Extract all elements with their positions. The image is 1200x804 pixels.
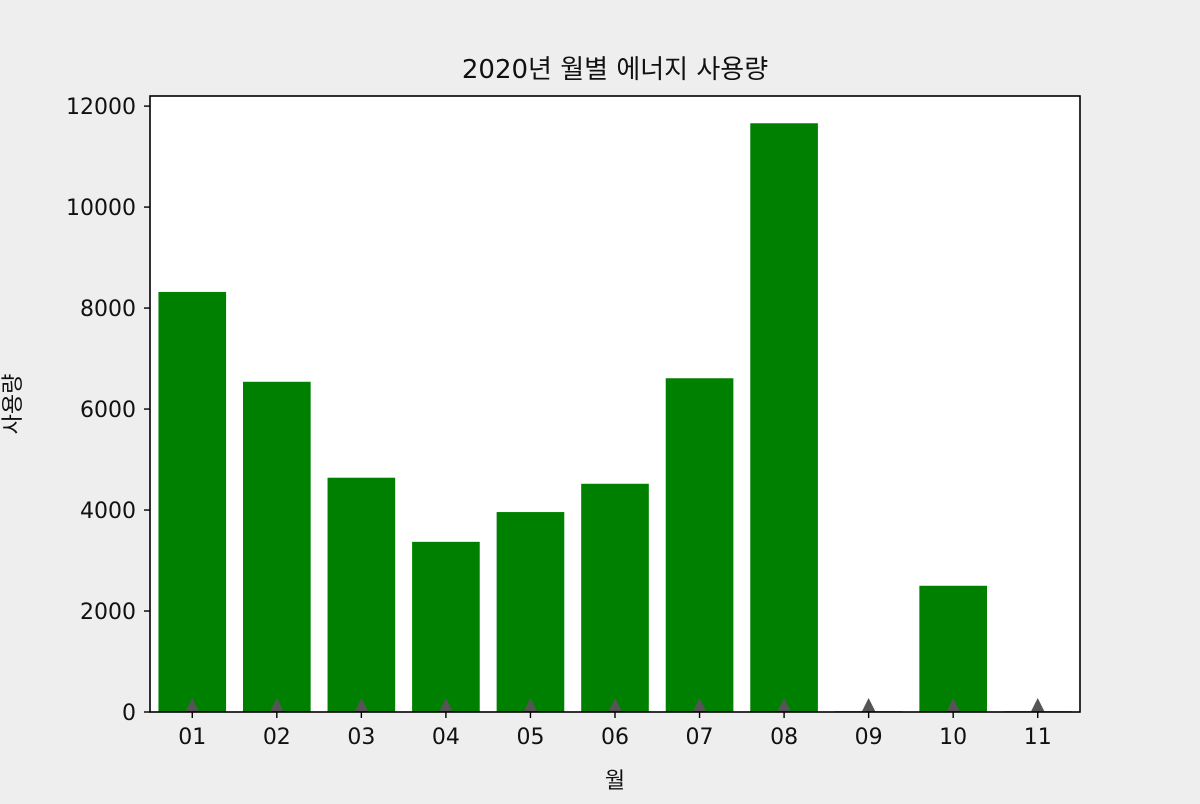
bar-marker-06 — [608, 698, 622, 712]
x-tick-label-11: 11 — [1024, 725, 1052, 750]
bar-marker-09 — [861, 698, 876, 712]
chart-title: 2020년 월별 에너지 사용량 — [462, 55, 768, 85]
x-tick-label-03: 03 — [347, 725, 375, 750]
y-axis-title: 사용량 — [1, 374, 26, 435]
y-tick-label-6000: 6000 — [80, 398, 136, 423]
bar-marker-10 — [946, 698, 961, 712]
x-tick-label-10: 10 — [939, 725, 967, 750]
x-tick-label-07: 07 — [686, 725, 714, 750]
bar-06 — [581, 483, 649, 712]
y-axis: 0 2000 4000 6000 8000 10000 12000 — [66, 95, 150, 726]
bar-02 — [243, 381, 311, 712]
bar-05 — [496, 512, 565, 712]
x-tick-label-01: 01 — [178, 725, 206, 750]
markers-layer — [185, 698, 1045, 712]
bar-marker-03 — [354, 698, 369, 712]
y-tick-label-10000: 10000 — [66, 196, 136, 221]
y-tick-label-12000: 12000 — [66, 95, 136, 120]
bar-marker-04 — [438, 698, 453, 712]
y-tick-label-4000: 4000 — [80, 499, 136, 524]
bar-10 — [919, 585, 987, 712]
bar-marker-02 — [269, 698, 284, 712]
x-axis: 01 02 03 04 05 06 07 08 09 10 11 — [178, 712, 1052, 750]
bar-marker-11 — [1030, 698, 1045, 712]
bar-03 — [327, 477, 396, 712]
bar-marker-05 — [523, 698, 538, 712]
bar-04 — [412, 541, 480, 712]
y-tick-label-2000: 2000 — [80, 600, 136, 625]
x-axis-title: 월 — [605, 769, 625, 794]
x-tick-label-02: 02 — [263, 725, 291, 750]
y-tick-label-8000: 8000 — [80, 297, 136, 322]
bar-marker-07 — [692, 698, 707, 712]
x-tick-label-05: 05 — [516, 725, 544, 750]
bar-08 — [750, 123, 818, 713]
x-tick-label-09: 09 — [855, 725, 883, 750]
bar-07 — [665, 378, 734, 712]
bar-01 — [158, 291, 227, 712]
bar-marker-01 — [185, 698, 200, 712]
x-tick-label-06: 06 — [601, 725, 629, 750]
bars-layer — [158, 123, 1072, 713]
x-tick-label-08: 08 — [770, 725, 798, 750]
bar-marker-08 — [777, 698, 792, 712]
x-tick-label-04: 04 — [432, 725, 460, 750]
y-tick-label-0: 0 — [122, 701, 136, 726]
